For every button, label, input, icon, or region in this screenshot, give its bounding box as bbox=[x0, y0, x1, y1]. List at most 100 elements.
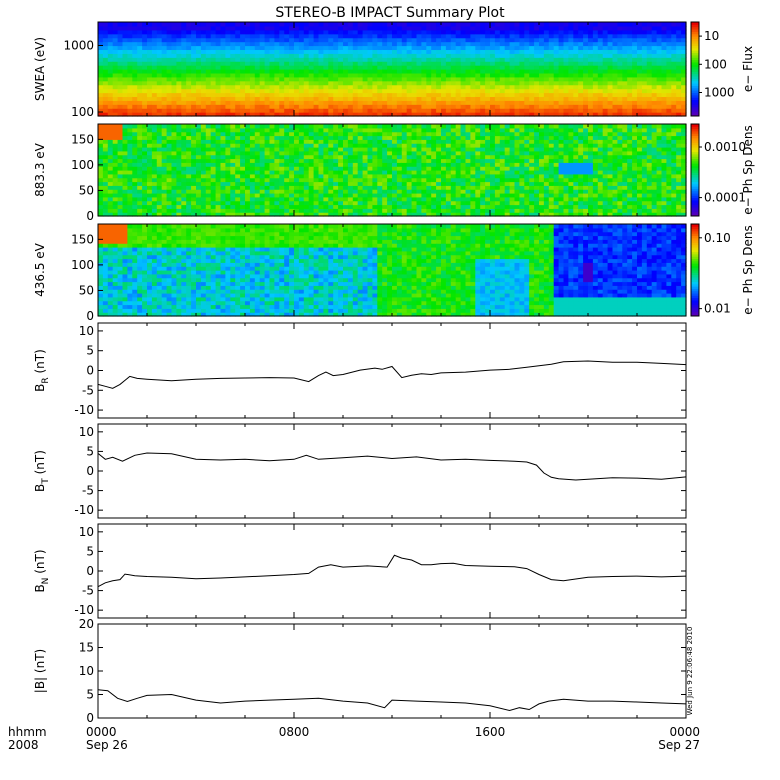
heatmap-cell bbox=[269, 29, 275, 35]
heatmap-cell bbox=[235, 22, 241, 27]
heatmap-cell bbox=[411, 181, 418, 186]
heatmap-cell bbox=[151, 53, 158, 58]
heatmap-cell bbox=[205, 127, 212, 133]
heatmap-cell bbox=[387, 154, 393, 160]
heatmap-cell bbox=[367, 204, 373, 209]
heatmap-cell bbox=[436, 96, 442, 101]
heatmap-cell bbox=[127, 49, 133, 54]
heatmap-cell bbox=[196, 212, 202, 217]
heatmap-cell bbox=[509, 112, 516, 117]
heatmap-cell bbox=[377, 143, 383, 148]
heatmap-cell bbox=[641, 25, 648, 31]
heatmap-cell bbox=[343, 41, 349, 47]
heatmap-cell bbox=[534, 61, 540, 66]
heatmap-cell bbox=[249, 69, 256, 74]
heatmap-cell bbox=[514, 76, 520, 82]
heatmap-cell bbox=[166, 154, 173, 160]
heatmap-cell bbox=[460, 150, 467, 156]
heatmap-cell bbox=[627, 49, 633, 54]
heatmap-cell bbox=[240, 189, 246, 194]
heatmap-cell bbox=[352, 143, 359, 148]
heatmap-cell bbox=[102, 181, 109, 186]
heatmap-cell bbox=[401, 88, 408, 94]
heatmap-cell bbox=[445, 22, 452, 27]
heatmap-cell bbox=[264, 96, 271, 101]
heatmap-cell bbox=[485, 41, 491, 47]
heatmap-cell bbox=[303, 177, 310, 183]
heatmap-cell bbox=[421, 193, 427, 198]
heatmap-cell bbox=[421, 143, 427, 148]
colorbar-step bbox=[691, 87, 699, 91]
heatmap-cell bbox=[142, 166, 148, 171]
heatmap-cell bbox=[455, 84, 462, 90]
heatmap-cell bbox=[573, 29, 579, 35]
heatmap-cell bbox=[382, 200, 388, 206]
heatmap-cell bbox=[151, 193, 158, 198]
heatmap-cell bbox=[191, 189, 197, 194]
colorbar-step bbox=[691, 66, 699, 70]
heatmap-cell bbox=[406, 162, 413, 167]
heatmap-cell bbox=[235, 189, 241, 194]
heatmap-cell bbox=[504, 53, 511, 58]
heatmap-cell bbox=[220, 200, 226, 206]
heatmap-cell bbox=[98, 22, 104, 27]
heatmap-cell bbox=[215, 185, 222, 190]
heatmap-cell bbox=[485, 65, 491, 70]
heatmap-cell bbox=[249, 49, 256, 54]
heatmap-cell bbox=[284, 41, 290, 47]
heatmap-cell bbox=[274, 88, 280, 94]
heatmap-cell bbox=[343, 177, 349, 183]
heatmap-cell bbox=[529, 88, 535, 94]
heatmap-cell bbox=[289, 96, 295, 101]
heatmap-cell bbox=[416, 193, 422, 198]
heatmap-cell bbox=[259, 212, 266, 217]
heatmap-cell bbox=[637, 65, 643, 70]
heatmap-cell bbox=[455, 173, 462, 179]
heatmap-cell bbox=[357, 84, 364, 90]
heatmap-cell bbox=[362, 57, 369, 62]
heatmap-cell bbox=[646, 108, 653, 113]
heatmap-cell bbox=[592, 88, 599, 94]
heatmap-cell bbox=[205, 80, 212, 86]
heatmap-cell bbox=[543, 104, 550, 109]
heatmap-cell bbox=[568, 72, 574, 78]
heatmap-cell bbox=[382, 100, 388, 105]
heatmap-cell bbox=[147, 154, 153, 160]
heatmap-cell bbox=[308, 22, 315, 27]
heatmap-cell bbox=[284, 22, 290, 27]
heatmap-cell bbox=[597, 100, 604, 105]
heatmap-cell bbox=[436, 135, 442, 140]
heatmap-cell bbox=[504, 69, 511, 74]
heatmap-cell bbox=[637, 76, 643, 82]
heatmap-cell bbox=[279, 69, 285, 74]
heatmap-cell bbox=[455, 212, 462, 217]
heatmap-cell bbox=[127, 100, 133, 105]
heatmap-cell bbox=[666, 49, 672, 54]
heatmap-cell bbox=[597, 65, 604, 70]
heatmap-cell bbox=[186, 166, 192, 171]
heatmap-cell bbox=[98, 196, 104, 202]
heatmap-cell bbox=[480, 193, 486, 198]
heatmap-cell bbox=[127, 181, 133, 186]
heatmap-cell bbox=[284, 92, 290, 98]
heatmap-cell bbox=[563, 92, 569, 98]
heatmap-cell bbox=[235, 212, 241, 217]
heatmap-cell bbox=[294, 139, 300, 144]
heatmap-cell bbox=[671, 53, 677, 58]
heatmap-cell bbox=[475, 185, 481, 190]
heatmap-cell bbox=[372, 189, 378, 194]
heatmap-cell bbox=[171, 208, 177, 213]
heatmap-cell bbox=[485, 177, 491, 183]
heatmap-cell bbox=[392, 49, 398, 54]
heatmap-cell bbox=[333, 112, 339, 117]
heatmap-cell bbox=[352, 61, 359, 66]
heatmap-cell bbox=[151, 124, 158, 129]
heatmap-cell bbox=[200, 154, 207, 160]
heatmap-cell bbox=[382, 108, 388, 113]
heatmap-cell bbox=[514, 25, 520, 31]
heatmap-cell bbox=[240, 80, 246, 86]
heatmap-cell bbox=[514, 33, 520, 39]
heatmap-cell bbox=[264, 173, 271, 179]
heatmap-cell bbox=[186, 29, 192, 35]
heatmap-cell bbox=[445, 196, 452, 202]
